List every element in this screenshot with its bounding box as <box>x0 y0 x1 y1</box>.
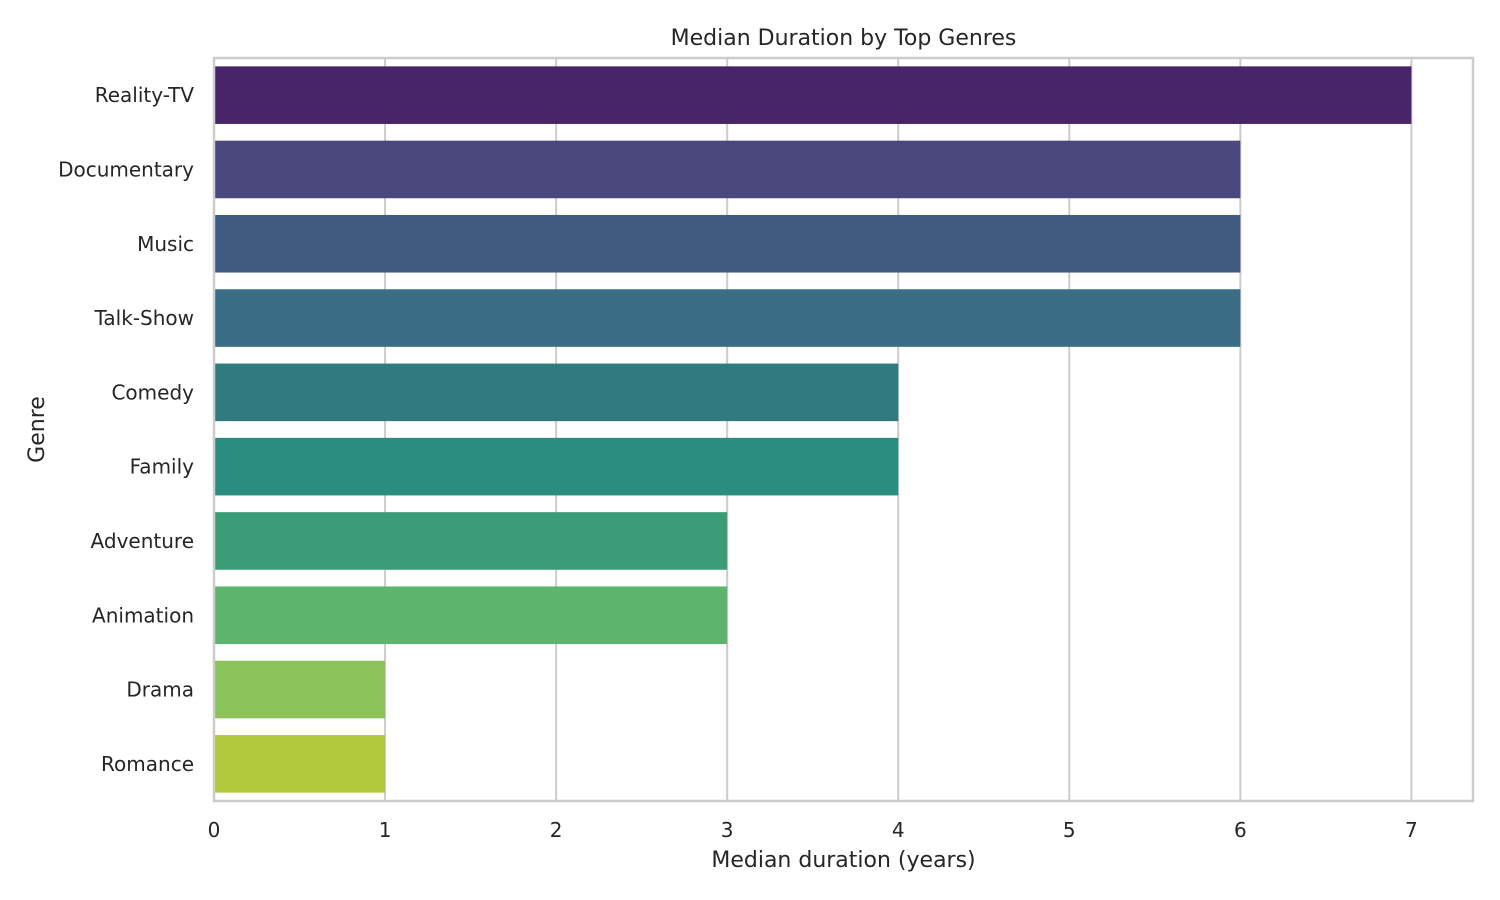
bar-reality-tv <box>214 66 1412 124</box>
plot-frame <box>212 56 1475 803</box>
y-tick-label: Romance <box>101 752 194 776</box>
y-tick-label: Reality-TV <box>95 83 195 107</box>
bar-adventure <box>214 512 728 570</box>
y-tick-label: Animation <box>92 603 194 627</box>
x-tick-labels: 0 1 2 3 4 5 6 7 <box>208 818 1418 842</box>
x-tick-label: 1 <box>379 818 392 842</box>
y-axis-title: Genre <box>25 396 50 463</box>
bar-family <box>214 437 899 496</box>
bar-comedy <box>214 363 899 422</box>
bars <box>214 66 1412 793</box>
y-tick-label: Comedy <box>111 380 194 404</box>
x-tick-label: 6 <box>1234 818 1247 842</box>
x-tick-label: 4 <box>892 818 905 842</box>
x-tick-label: 2 <box>550 818 563 842</box>
x-axis-title: Median duration (years) <box>711 848 975 873</box>
bar-music <box>214 214 1241 273</box>
x-tick-label: 0 <box>208 818 221 842</box>
bar-drama <box>214 660 386 719</box>
y-tick-label: Talk-Show <box>94 306 194 330</box>
y-tick-label: Music <box>137 232 194 256</box>
x-tick-label: 7 <box>1405 818 1418 842</box>
bar-romance <box>214 735 386 793</box>
bar-animation <box>214 586 728 645</box>
y-tick-label: Documentary <box>58 157 194 181</box>
y-tick-label: Drama <box>126 678 194 702</box>
y-tick-label: Family <box>130 455 195 479</box>
y-tick-label: Adventure <box>91 529 194 553</box>
y-tick-labels: Reality-TV Documentary Music Talk-Show Comed… <box>58 83 194 776</box>
x-tick-label: 5 <box>1063 818 1076 842</box>
bar-documentary <box>214 140 1241 199</box>
bar-talk-show <box>214 289 1241 347</box>
chart-title: Median Duration by Top Genres <box>671 26 1017 51</box>
x-tick-label: 3 <box>721 818 734 842</box>
